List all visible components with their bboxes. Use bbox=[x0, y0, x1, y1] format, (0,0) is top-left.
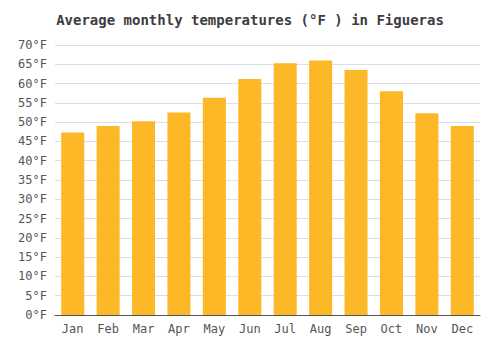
svg-text:50°F: 50°F bbox=[18, 115, 47, 129]
svg-text:Nov: Nov bbox=[416, 322, 438, 336]
svg-text:Jan: Jan bbox=[62, 322, 84, 336]
svg-text:30°F: 30°F bbox=[18, 192, 47, 206]
svg-text:40°F: 40°F bbox=[18, 154, 47, 168]
svg-text:15°F: 15°F bbox=[18, 250, 47, 264]
svg-text:10°F: 10°F bbox=[18, 269, 47, 283]
svg-text:5°F: 5°F bbox=[25, 289, 47, 303]
svg-text:Feb: Feb bbox=[97, 322, 119, 336]
svg-text:Mar: Mar bbox=[133, 322, 155, 336]
svg-text:Average monthly temperatures (: Average monthly temperatures (°F ) in Fi… bbox=[56, 12, 444, 28]
svg-text:May: May bbox=[204, 322, 226, 336]
svg-text:55°F: 55°F bbox=[18, 96, 47, 110]
svg-text:60°F: 60°F bbox=[18, 77, 47, 91]
svg-text:Jul: Jul bbox=[274, 322, 296, 336]
svg-text:Aug: Aug bbox=[310, 322, 332, 336]
svg-text:20°F: 20°F bbox=[18, 231, 47, 245]
svg-text:0°F: 0°F bbox=[25, 308, 47, 322]
svg-text:35°F: 35°F bbox=[18, 173, 47, 187]
svg-text:45°F: 45°F bbox=[18, 134, 47, 148]
svg-text:Apr: Apr bbox=[168, 322, 190, 336]
svg-text:65°F: 65°F bbox=[18, 57, 47, 71]
svg-text:Sep: Sep bbox=[345, 322, 367, 336]
svg-text:25°F: 25°F bbox=[18, 212, 47, 226]
svg-text:Oct: Oct bbox=[381, 322, 403, 336]
svg-text:Dec: Dec bbox=[451, 322, 473, 336]
svg-text:Jun: Jun bbox=[239, 322, 261, 336]
svg-text:70°F: 70°F bbox=[18, 38, 47, 52]
